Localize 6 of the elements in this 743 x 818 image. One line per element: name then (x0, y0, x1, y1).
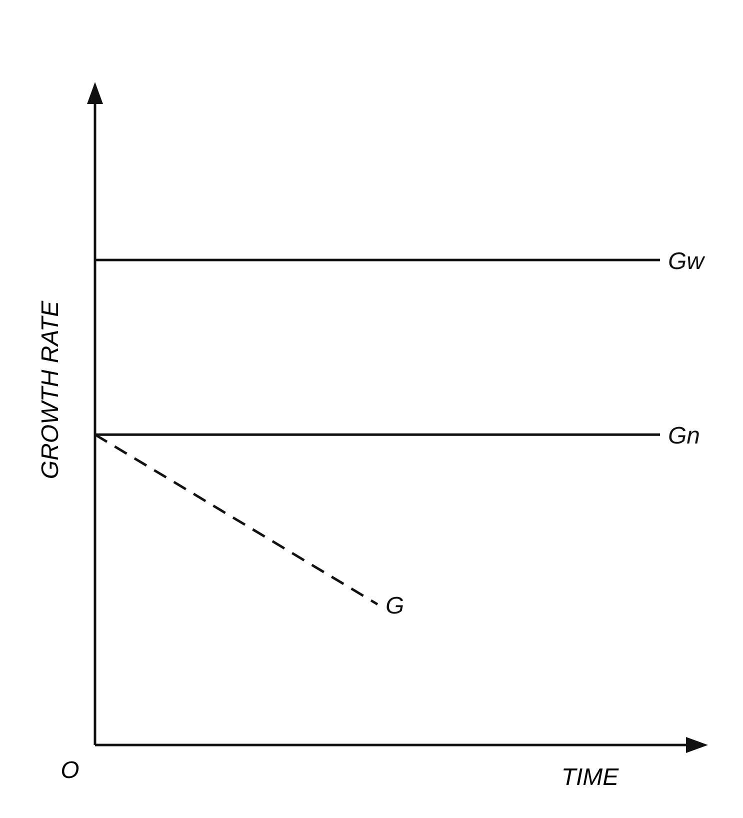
y-axis-title: GROWTH RATE (37, 300, 64, 480)
x-axis-title: TIME (561, 764, 620, 791)
text: O (60, 757, 80, 784)
series-label: Gw (668, 248, 706, 275)
series-label: G (386, 592, 404, 620)
series-label: Gn (668, 422, 700, 450)
